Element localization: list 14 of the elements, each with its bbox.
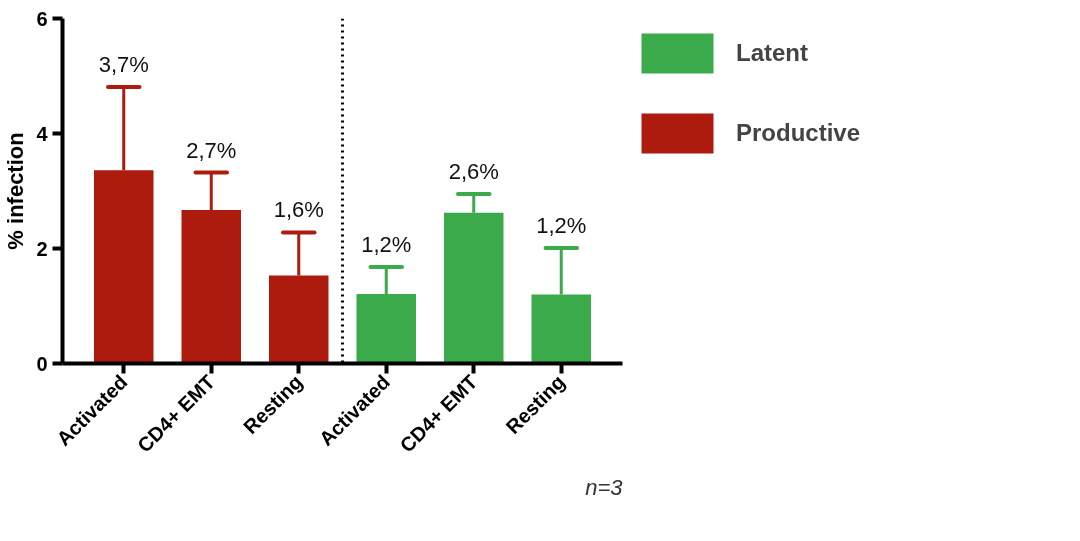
annotation: 2,7% bbox=[186, 137, 237, 163]
text: n=3 bbox=[585, 474, 624, 500]
y-tick-label: 2 bbox=[36, 237, 48, 260]
annotation: 3,7% bbox=[98, 51, 149, 77]
y-axis-title: % infection bbox=[3, 132, 29, 250]
legend-label: Latent bbox=[736, 39, 808, 67]
legend-label: Productive bbox=[736, 119, 861, 147]
annotation: 1,6% bbox=[273, 197, 324, 223]
annotation: 1,2% bbox=[536, 212, 587, 238]
y-tick-label: 0 bbox=[36, 352, 48, 375]
annotation: 1,2% bbox=[361, 231, 412, 257]
annotation: 2,6% bbox=[448, 158, 499, 184]
y-tick-label: 4 bbox=[36, 122, 49, 145]
y-tick-label: 6 bbox=[36, 7, 48, 30]
